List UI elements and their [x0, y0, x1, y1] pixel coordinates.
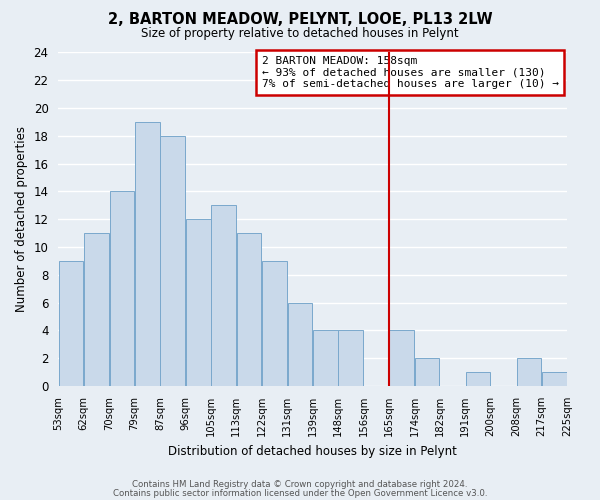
Text: 2, BARTON MEADOW, PELYNT, LOOE, PL13 2LW: 2, BARTON MEADOW, PELYNT, LOOE, PL13 2LW — [107, 12, 493, 28]
Bar — [389, 330, 414, 386]
Bar — [160, 136, 185, 386]
Bar — [84, 233, 109, 386]
Bar — [415, 358, 439, 386]
Bar — [59, 261, 83, 386]
Text: 2 BARTON MEADOW: 158sqm
← 93% of detached houses are smaller (130)
7% of semi-de: 2 BARTON MEADOW: 158sqm ← 93% of detache… — [262, 56, 559, 89]
Bar — [466, 372, 490, 386]
Bar — [237, 233, 262, 386]
Bar — [313, 330, 338, 386]
Bar — [262, 261, 287, 386]
Bar — [338, 330, 363, 386]
Bar — [542, 372, 566, 386]
Bar — [517, 358, 541, 386]
Bar — [135, 122, 160, 386]
Bar — [211, 206, 236, 386]
Bar — [287, 302, 312, 386]
Text: Size of property relative to detached houses in Pelynt: Size of property relative to detached ho… — [141, 28, 459, 40]
Text: Contains HM Land Registry data © Crown copyright and database right 2024.: Contains HM Land Registry data © Crown c… — [132, 480, 468, 489]
Bar — [110, 192, 134, 386]
Bar — [186, 220, 211, 386]
Text: Contains public sector information licensed under the Open Government Licence v3: Contains public sector information licen… — [113, 488, 487, 498]
Y-axis label: Number of detached properties: Number of detached properties — [15, 126, 28, 312]
X-axis label: Distribution of detached houses by size in Pelynt: Distribution of detached houses by size … — [168, 444, 457, 458]
